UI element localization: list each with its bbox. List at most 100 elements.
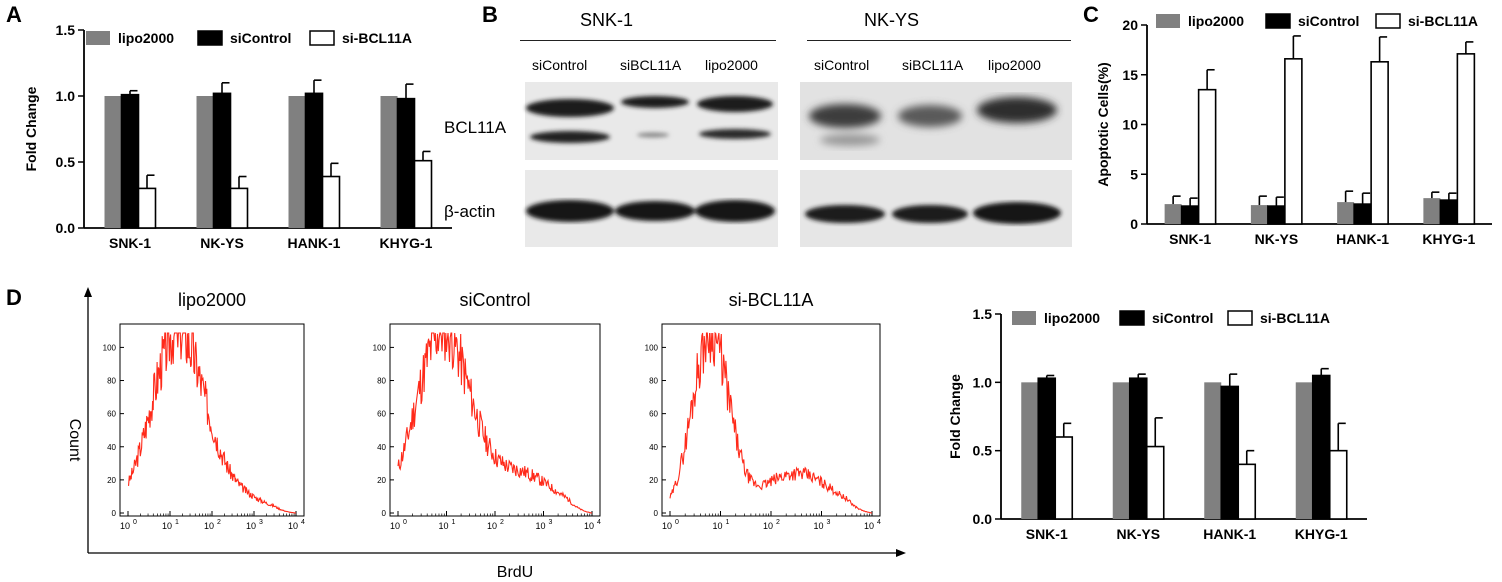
bar-siControl <box>1267 205 1286 225</box>
x-tick-exponent: 4 <box>301 519 305 526</box>
x-tick-label: 10 <box>712 521 722 531</box>
y-axis-label: Apoptotic Cells(%) <box>1095 62 1111 186</box>
band <box>977 97 1057 123</box>
x-tick-label: SNK-1 <box>1169 231 1211 247</box>
y-tick-label: 40 <box>107 443 116 452</box>
lane-label: lipo2000 <box>705 57 758 73</box>
bar-si-BCL11A <box>1370 61 1389 225</box>
blot-group-line-right <box>807 40 1071 41</box>
blot-membranes <box>525 82 1072 247</box>
x-tick-exponent: 0 <box>403 519 407 526</box>
band <box>805 205 885 223</box>
legend-label: siControl <box>230 30 291 46</box>
legend-swatch-si-BCL11A <box>1375 13 1401 29</box>
y-tick-label: 60 <box>377 410 386 419</box>
y-tick-label: 80 <box>377 377 386 386</box>
x-tick-label: 10 <box>487 521 497 531</box>
bar-chart-c: 0 5 10 15 20 Apoptotic Cells(%) SNK-1 NK-YS HANK… <box>1095 13 1492 247</box>
x-tick-exponent: 3 <box>549 519 553 526</box>
bar-lipo2000 <box>1112 382 1130 519</box>
row-label-bcl11a: BCL11A <box>444 118 507 137</box>
legend-label: si-BCL11A <box>1408 13 1478 29</box>
y-tick-label: 40 <box>377 443 386 452</box>
y-tick-label: 0.5 <box>56 154 76 170</box>
x-tick-exponent: 3 <box>827 519 831 526</box>
histogram-trace <box>397 332 593 514</box>
histogram-trace <box>128 332 297 514</box>
band <box>973 202 1061 224</box>
bar-lipo2000 <box>1021 382 1039 519</box>
bar-siControl <box>1180 205 1200 225</box>
y-axis-label: Fold Change <box>947 374 963 459</box>
bar-si-BCL11A <box>229 187 249 229</box>
band <box>621 96 689 108</box>
x-tick-exponent: 0 <box>675 519 679 526</box>
brdu-axis-label: BrdU <box>497 564 533 581</box>
bar-si-BCL11A <box>1456 53 1476 225</box>
y-tick-label: 100 <box>645 343 659 352</box>
x-tick-label: NK-YS <box>200 235 244 251</box>
legend-label: si-BCL11A <box>342 30 412 46</box>
panel-label-a: A <box>6 2 22 27</box>
histogram-title: lipo2000 <box>178 290 246 310</box>
y-tick-label: 1.5 <box>973 306 993 322</box>
y-tick-label: 20 <box>649 476 658 485</box>
x-tick-label: 10 <box>246 521 256 531</box>
y-tick-label: 20 <box>1122 17 1138 33</box>
bar-chart-d: 0.0 0.5 1.0 1.5 Fold Change SNK-1 NK-YS HANK-1 K… <box>947 306 1367 542</box>
x-tick-exponent: 4 <box>597 519 601 526</box>
bar-si-BCL11A <box>1145 445 1165 520</box>
x-tick-label: 10 <box>204 521 214 531</box>
bar-siControl <box>396 97 416 229</box>
count-axis-arrow <box>84 287 92 297</box>
x-tick-exponent: 2 <box>500 519 504 526</box>
y-tick-label: 0 <box>1130 216 1138 232</box>
x-tick-label: SNK-1 <box>1026 526 1068 542</box>
x-tick-exponent: 2 <box>217 519 221 526</box>
x-tick-label: 10 <box>288 521 298 531</box>
bar-lipo2000 <box>288 96 306 228</box>
bar-siControl <box>304 92 324 229</box>
blot-group-line-left <box>520 40 776 41</box>
x-tick-label: NK-YS <box>1116 526 1160 542</box>
x-tick-exponent: 4 <box>877 519 881 526</box>
bar-si-BCL11A <box>1197 88 1217 225</box>
bar-si-BCL11A <box>413 159 433 229</box>
y-tick-label: 0.0 <box>973 511 993 527</box>
x-tick-label: KHYG-1 <box>1422 231 1475 247</box>
legend-swatch-lipo2000 <box>1156 14 1180 28</box>
x-tick-label: 10 <box>813 521 823 531</box>
legend-swatch-si-BCL11A <box>1227 310 1253 326</box>
western-blot: SNK-1 NK-YS siControl siBCL11A lipo2000 … <box>444 0 1080 260</box>
band <box>809 104 881 128</box>
bar-lipo2000 <box>1337 202 1355 224</box>
lane-label: siBCL11A <box>620 57 682 73</box>
histogram-title: siControl <box>459 290 530 310</box>
y-tick-label: 60 <box>107 410 116 419</box>
y-tick-label: 0.5 <box>973 443 993 459</box>
legend-swatch-lipo2000 <box>86 31 110 45</box>
legend-label: lipo2000 <box>1188 13 1244 29</box>
x-tick-label: KHYG-1 <box>380 235 433 251</box>
y-tick-label: 1.0 <box>56 88 76 104</box>
x-tick-label: HANK-1 <box>288 235 341 251</box>
legend-swatch-siControl <box>197 30 223 46</box>
x-tick-exponent: 1 <box>452 519 456 526</box>
band <box>530 131 610 143</box>
membrane-snk1-bcl11a <box>525 82 778 160</box>
x-tick-label: 10 <box>120 521 130 531</box>
bar-lipo2000 <box>1250 205 1268 224</box>
bar-lipo2000 <box>1204 382 1222 519</box>
count-axis-label: Count <box>66 419 83 462</box>
bar-si-BCL11A <box>137 187 157 229</box>
y-tick-label: 0 <box>654 509 659 518</box>
x-tick-label: 10 <box>662 521 672 531</box>
bar-chart-a: 0.0 0.5 1.0 1.5 Fold Change SNK-1 NK-YS HANK-1 K… <box>23 22 452 251</box>
bar-siControl <box>1311 374 1331 520</box>
lane-label: siControl <box>532 57 588 73</box>
bar-siControl <box>1220 385 1240 520</box>
legend-label: siControl <box>1298 13 1359 29</box>
y-tick-label: 1.0 <box>973 374 993 390</box>
bar-lipo2000 <box>1423 198 1441 224</box>
